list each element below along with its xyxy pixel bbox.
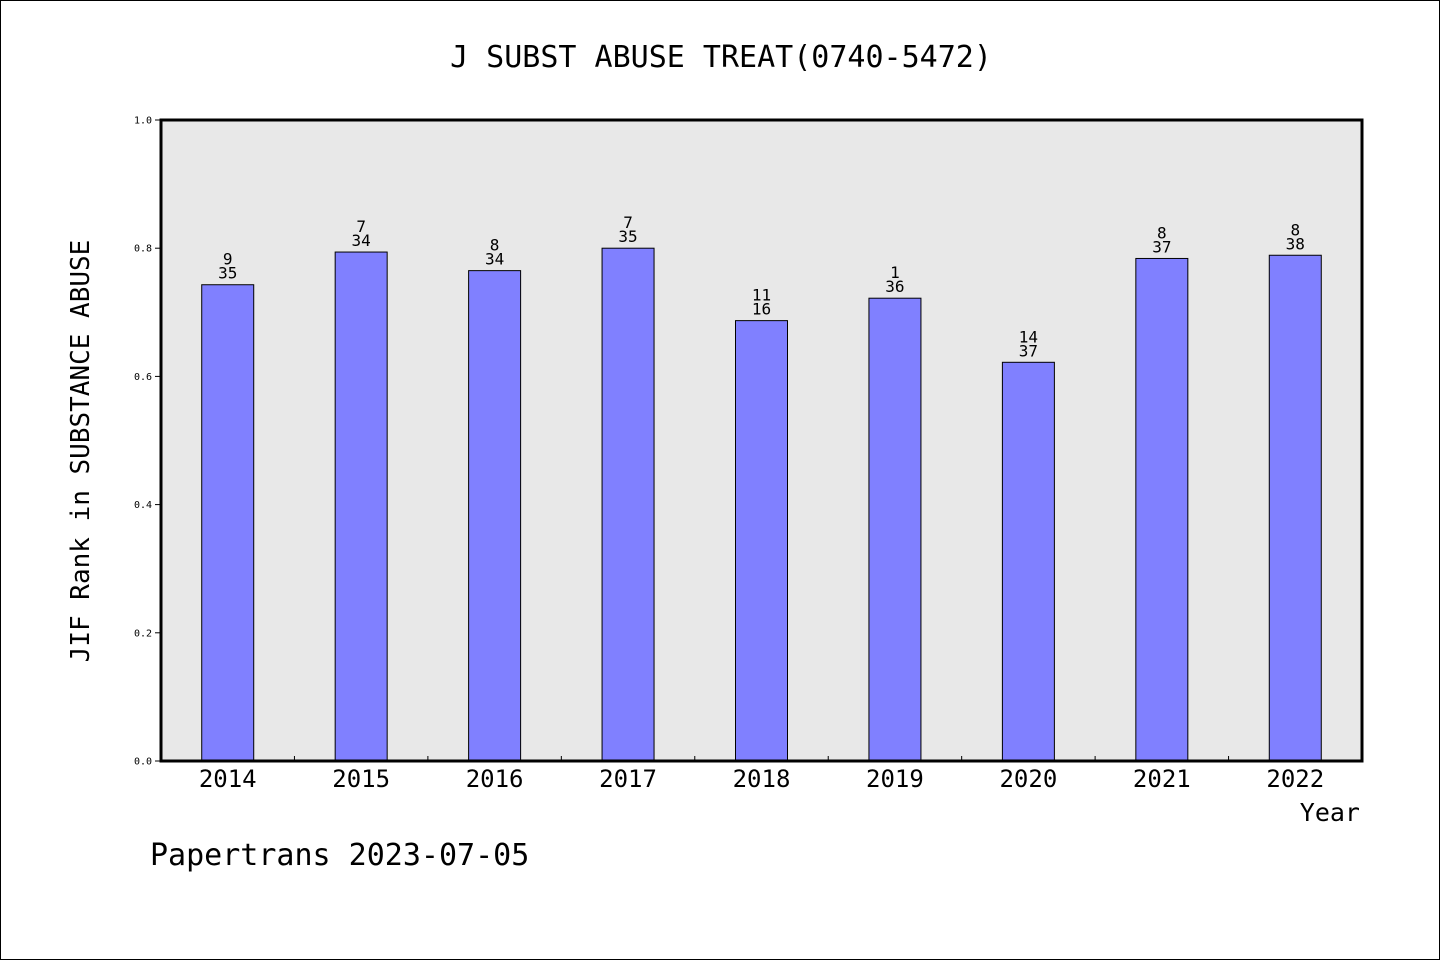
bar-2019 [868,297,922,762]
x-tick-label-2017: 2017 [599,765,657,793]
bar-2020 [1001,361,1055,762]
y-tick-label: 0.0 [134,757,152,768]
total-label-2018: 16 [752,300,771,319]
rank-label-2018: 11 [752,286,771,305]
total-label-2016: 34 [485,250,504,269]
rank-label-2016: 8 [490,236,500,255]
x-tick-label-2018: 2018 [733,765,791,793]
rank-label-2017: 7 [623,213,633,232]
x-tick-label-2020: 2020 [999,765,1057,793]
chart-title: J SUBST ABUSE TREAT(0740-5472) [450,40,992,75]
y-tick-label: 0.8 [134,244,152,255]
x-tick-label-2019: 2019 [866,765,924,793]
y-tick-label: 0.4 [134,500,152,511]
rank-label-2014: 9 [223,250,233,269]
bar-2021 [1135,257,1189,762]
bar-2018 [735,320,788,762]
total-label-2020: 37 [1019,341,1038,360]
y-tick-label: 0.6 [134,372,152,383]
y-axis-label: JIF Rank in SUBSTANCE ABUSE [66,240,96,663]
x-tick-label-2016: 2016 [466,765,524,793]
rank-label-2022: 8 [1290,220,1300,239]
x-tick-label-2015: 2015 [332,765,390,793]
x-axis-ticks: 2014 2015 2016 2017 2018 2019 2020 2021 2022 [199,756,1324,793]
y-tick-label: 0.2 [134,628,152,639]
rank-label-2015: 7 [356,217,366,236]
rank-label-2020: 14 [1019,327,1038,346]
x-axis-label: Year [1300,798,1360,827]
x-tick-label-2022: 2022 [1266,765,1324,793]
rank-label-2019: 1 [890,263,900,282]
total-label-2014: 35 [218,264,237,283]
total-label-2015: 34 [352,231,371,250]
bar-2014 [201,284,255,762]
x-tick-label-2021: 2021 [1133,765,1191,793]
total-label-2019: 36 [885,277,904,296]
footer-watermark: Papertrans 2023-07-05 [150,838,529,873]
x-tick-label-2014: 2014 [199,765,257,793]
total-label-2017: 35 [618,227,637,246]
y-tick-label: 1.0 [134,116,152,127]
rank-label-2021: 8 [1157,223,1167,242]
bar-2015 [334,251,388,762]
total-label-2022: 38 [1286,234,1305,253]
plot-border [159,118,1364,763]
bar-2017 [601,247,655,762]
bar-2016 [468,270,522,762]
bar-2022 [1268,254,1322,762]
y-axis-ticks: 0.0 0.2 0.4 0.6 0.8 1.0 [134,116,161,768]
bars-layer [201,247,1322,762]
total-label-2021: 37 [1152,237,1171,256]
